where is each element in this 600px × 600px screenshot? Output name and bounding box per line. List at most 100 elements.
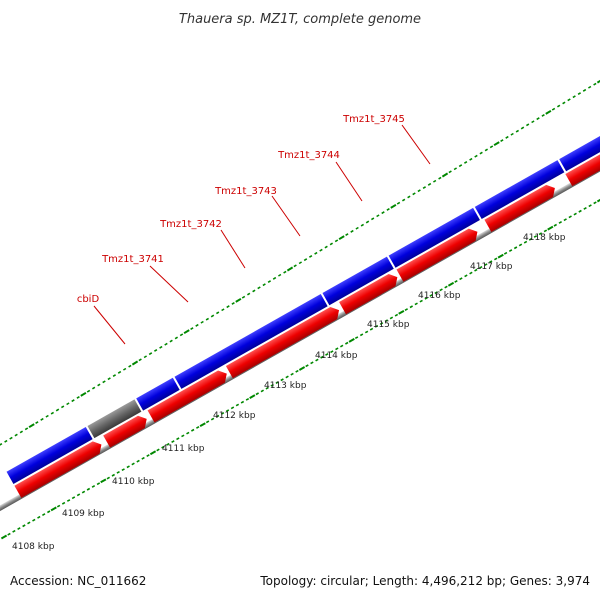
minor-tick <box>533 235 538 238</box>
minor-tick <box>489 260 493 264</box>
major-tick <box>50 506 57 512</box>
minor-tick <box>293 264 297 268</box>
minor-tick <box>454 280 458 283</box>
minor-tick <box>45 414 49 418</box>
minor-tick <box>71 399 75 403</box>
minor-tick <box>376 214 380 218</box>
minor-tick <box>86 487 91 491</box>
minor-tick <box>577 92 582 95</box>
minor-tick <box>505 135 509 139</box>
gene-minus-g <box>484 184 555 232</box>
minor-tick <box>558 221 562 224</box>
genome-band <box>0 101 600 558</box>
minor-tick <box>536 117 540 121</box>
minor-tick <box>384 319 389 323</box>
minor-tick <box>374 324 379 328</box>
minor-tick <box>414 302 418 306</box>
minor-tick <box>138 358 142 362</box>
minor-tick <box>215 311 220 315</box>
minor-tick <box>463 161 468 164</box>
minor-tick <box>479 151 483 155</box>
minor-tick <box>484 263 488 267</box>
leader-line-cbiD <box>93 305 126 345</box>
minor-tick <box>412 192 416 196</box>
minor-tick <box>434 291 438 295</box>
minor-tick <box>464 274 468 278</box>
minor-tick <box>345 341 349 345</box>
minor-tick <box>186 431 190 435</box>
minor-tick <box>303 258 308 262</box>
minor-tick <box>146 454 150 457</box>
minor-tick <box>126 465 130 469</box>
minor-tick <box>283 270 287 274</box>
minor-tick <box>56 504 61 508</box>
gene-Tmz1t_3743 <box>474 160 565 220</box>
leader-line-Tmz1t_3741 <box>149 265 189 303</box>
major-tick <box>80 391 87 397</box>
label-Tmz1t_3741: Tmz1t_3741 <box>101 254 164 265</box>
minor-tick <box>503 251 508 255</box>
minor-tick <box>350 229 354 233</box>
minor-tick <box>593 82 597 86</box>
minor-tick <box>562 101 566 105</box>
major-tick <box>199 422 206 427</box>
major-tick <box>235 297 242 303</box>
minor-tick <box>136 459 140 463</box>
minor-tick <box>240 400 245 404</box>
major-tick <box>596 79 600 84</box>
label-cbiD: cbiD <box>77 294 100 305</box>
outer-tick-track <box>0 79 600 446</box>
minor-tick <box>102 380 106 384</box>
major-tick <box>547 225 554 231</box>
minor-tick <box>308 255 313 258</box>
tick-label-4110: 4110 kbp <box>112 477 155 487</box>
minor-tick <box>538 232 543 236</box>
minor-tick <box>370 217 375 221</box>
major-tick <box>497 253 504 259</box>
minor-tick <box>111 473 115 477</box>
minor-tick <box>573 212 577 216</box>
major-tick <box>398 310 405 315</box>
minor-tick <box>285 375 289 379</box>
minor-tick <box>334 239 339 243</box>
minor-tick <box>97 383 101 387</box>
minor-tick <box>159 345 163 349</box>
minor-tick <box>205 420 210 424</box>
minor-tick <box>541 114 545 117</box>
minor-tick <box>593 201 597 205</box>
major-tick <box>28 423 35 429</box>
minor-tick <box>329 242 334 246</box>
minor-tick <box>494 257 498 261</box>
minor-tick <box>4 439 8 443</box>
major-tick <box>441 172 449 178</box>
minor-tick <box>325 353 329 356</box>
minor-tick <box>500 139 504 142</box>
minor-tick <box>280 378 284 382</box>
minor-tick <box>360 223 365 227</box>
minor-tick <box>241 295 246 299</box>
minor-tick <box>174 336 179 340</box>
minor-tick <box>453 167 458 171</box>
minor-tick <box>107 377 111 381</box>
minor-tick <box>324 245 328 249</box>
leader-line-Tmz1t_3745 <box>401 124 431 165</box>
gene-Tmz1t_3744 <box>559 134 600 172</box>
minor-tick <box>272 276 277 280</box>
minor-tick <box>439 288 443 292</box>
minor-tick <box>448 170 452 174</box>
minor-tick <box>143 355 148 359</box>
minor-tick <box>86 389 91 393</box>
gene-plus-b <box>136 377 180 411</box>
tick-label-4116: 4116 kbp <box>418 291 461 301</box>
minor-tick <box>458 164 463 168</box>
minor-tick <box>432 179 437 183</box>
major-tick <box>249 394 256 399</box>
minor-tick <box>66 499 71 502</box>
minor-tick <box>444 285 448 289</box>
minor-tick <box>190 327 194 330</box>
major-tick <box>100 478 107 484</box>
minor-tick <box>484 148 489 152</box>
minor-tick <box>40 417 44 421</box>
minor-tick <box>106 476 110 480</box>
